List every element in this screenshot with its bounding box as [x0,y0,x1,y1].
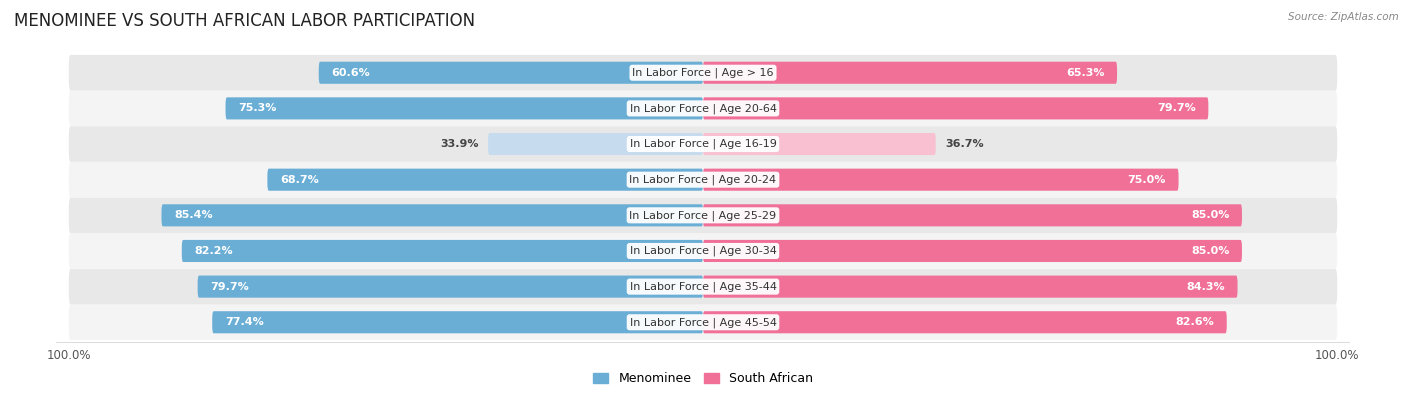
Text: 75.0%: 75.0% [1128,175,1166,185]
FancyBboxPatch shape [69,90,1337,126]
Text: 36.7%: 36.7% [945,139,984,149]
FancyBboxPatch shape [703,311,1227,333]
FancyBboxPatch shape [69,198,1337,233]
Text: 85.0%: 85.0% [1191,210,1229,220]
Text: 82.6%: 82.6% [1175,317,1213,327]
Text: In Labor Force | Age 20-64: In Labor Force | Age 20-64 [630,103,776,114]
FancyBboxPatch shape [225,97,703,119]
Text: 33.9%: 33.9% [440,139,478,149]
FancyBboxPatch shape [703,276,1237,298]
FancyBboxPatch shape [212,311,703,333]
FancyBboxPatch shape [162,204,703,226]
FancyBboxPatch shape [703,133,936,155]
Text: In Labor Force | Age 16-19: In Labor Force | Age 16-19 [630,139,776,149]
FancyBboxPatch shape [69,162,1337,198]
Text: 68.7%: 68.7% [280,175,319,185]
Text: 84.3%: 84.3% [1187,282,1225,292]
FancyBboxPatch shape [69,55,1337,90]
Text: 65.3%: 65.3% [1066,68,1104,78]
Text: 79.7%: 79.7% [211,282,249,292]
Text: 75.3%: 75.3% [238,103,277,113]
FancyBboxPatch shape [703,62,1116,84]
Text: 85.4%: 85.4% [174,210,212,220]
FancyBboxPatch shape [69,269,1337,305]
Text: In Labor Force | Age 30-34: In Labor Force | Age 30-34 [630,246,776,256]
FancyBboxPatch shape [267,169,703,191]
Text: MENOMINEE VS SOUTH AFRICAN LABOR PARTICIPATION: MENOMINEE VS SOUTH AFRICAN LABOR PARTICI… [14,12,475,30]
Text: In Labor Force | Age > 16: In Labor Force | Age > 16 [633,68,773,78]
FancyBboxPatch shape [319,62,703,84]
FancyBboxPatch shape [488,133,703,155]
Text: In Labor Force | Age 25-29: In Labor Force | Age 25-29 [630,210,776,220]
Text: 82.2%: 82.2% [194,246,233,256]
Text: In Labor Force | Age 35-44: In Labor Force | Age 35-44 [630,281,776,292]
Text: 79.7%: 79.7% [1157,103,1195,113]
Legend: Menominee, South African: Menominee, South African [588,367,818,390]
FancyBboxPatch shape [181,240,703,262]
FancyBboxPatch shape [703,97,1208,119]
FancyBboxPatch shape [703,240,1241,262]
Text: 77.4%: 77.4% [225,317,264,327]
Text: 85.0%: 85.0% [1191,246,1229,256]
FancyBboxPatch shape [69,233,1337,269]
Text: 60.6%: 60.6% [332,68,370,78]
FancyBboxPatch shape [198,276,703,298]
Text: In Labor Force | Age 20-24: In Labor Force | Age 20-24 [630,175,776,185]
FancyBboxPatch shape [703,169,1178,191]
Text: In Labor Force | Age 45-54: In Labor Force | Age 45-54 [630,317,776,327]
FancyBboxPatch shape [69,126,1337,162]
FancyBboxPatch shape [703,204,1241,226]
Text: Source: ZipAtlas.com: Source: ZipAtlas.com [1288,12,1399,22]
FancyBboxPatch shape [69,305,1337,340]
